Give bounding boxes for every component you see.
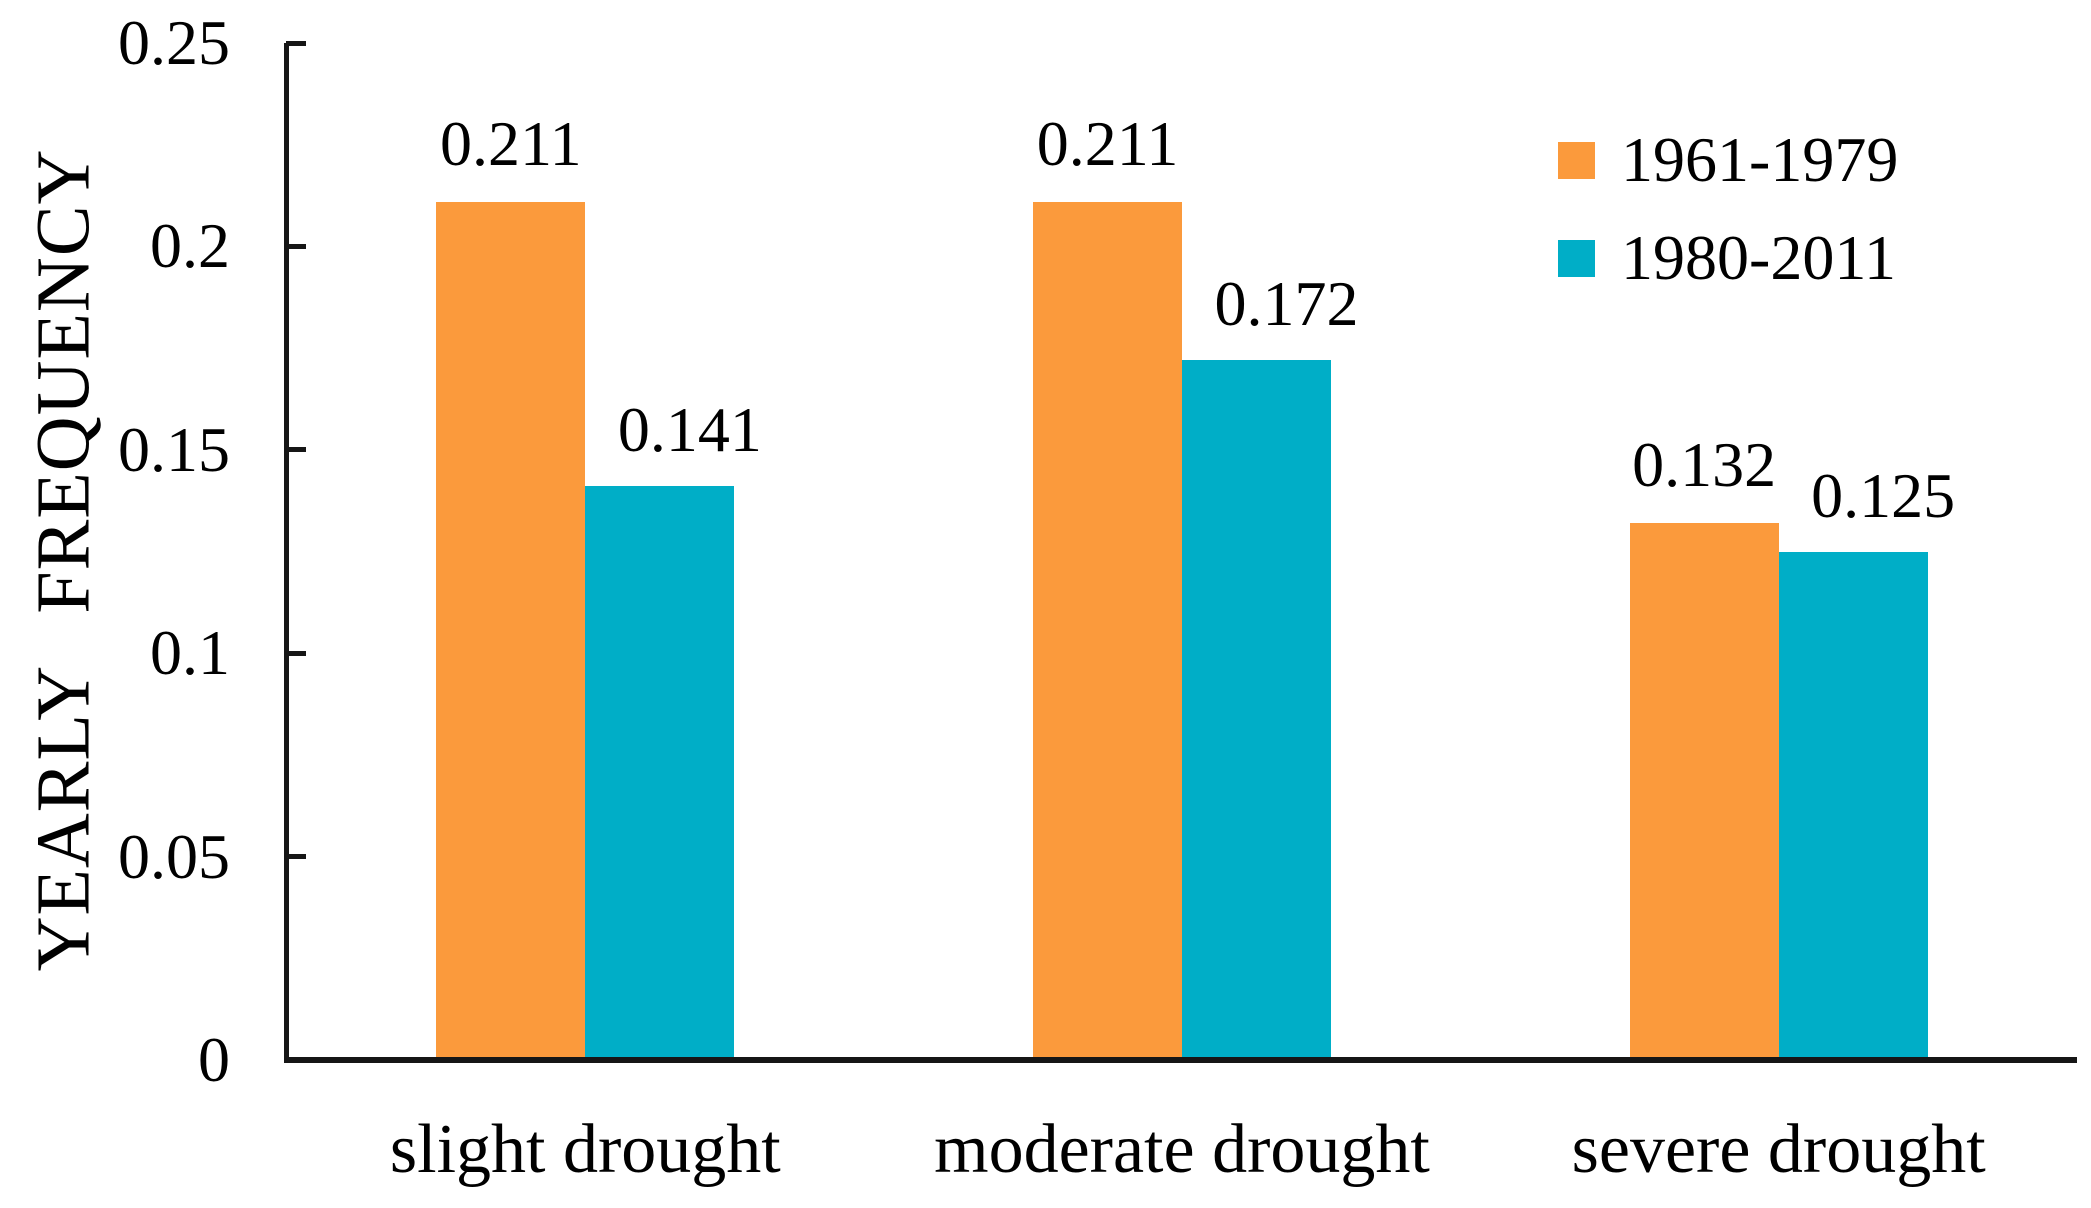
legend-label: 1961-1979 bbox=[1621, 124, 1899, 195]
y-tick-mark bbox=[286, 243, 306, 249]
x-category-label: slight drought bbox=[389, 1111, 781, 1188]
bar-1980-2011-slight-drought bbox=[585, 486, 735, 1060]
value-label: 0.125 bbox=[1811, 459, 1956, 531]
y-axis-line bbox=[284, 43, 289, 1063]
y-tick-label: 0.1 bbox=[150, 617, 230, 689]
legend-swatch-1961-1979 bbox=[1558, 141, 1595, 179]
bar-1980-2011-severe-drought bbox=[1778, 551, 1928, 1060]
y-tick-label: 0.15 bbox=[118, 413, 230, 485]
value-label: 0.172 bbox=[1214, 268, 1359, 340]
x-category-label: severe drought bbox=[1571, 1111, 1986, 1188]
bar-1980-2011-moderate-drought bbox=[1182, 360, 1331, 1060]
value-label: 0.211 bbox=[1036, 107, 1179, 179]
value-label: 0.211 bbox=[440, 107, 582, 179]
legend: 1961-1979 1980-2011 bbox=[1558, 122, 1898, 318]
legend-swatch-1980-2011 bbox=[1558, 239, 1595, 277]
legend-item: 1961-1979 bbox=[1558, 122, 1898, 198]
y-tick-mark bbox=[286, 650, 306, 656]
legend-item: 1980-2011 bbox=[1558, 220, 1898, 296]
y-tick-label: 0.05 bbox=[118, 820, 230, 892]
y-tick-mark bbox=[286, 854, 306, 860]
x-category-label: moderate drought bbox=[934, 1111, 1430, 1188]
bar-1961-1979-slight-drought bbox=[436, 201, 586, 1060]
y-tick-label: 0.2 bbox=[150, 210, 230, 282]
y-tick-label: 0.25 bbox=[118, 7, 230, 78]
y-tick-mark bbox=[286, 447, 306, 453]
y-tick-label: 0 bbox=[198, 1024, 230, 1095]
value-label: 0.132 bbox=[1632, 429, 1777, 501]
x-axis-line bbox=[284, 1057, 2077, 1063]
bar-1961-1979-severe-drought bbox=[1629, 523, 1779, 1060]
bar-1961-1979-moderate-drought bbox=[1033, 201, 1182, 1060]
value-label: 0.141 bbox=[617, 394, 762, 466]
y-tick-mark bbox=[286, 40, 306, 46]
legend-label: 1980-2011 bbox=[1621, 222, 1896, 293]
